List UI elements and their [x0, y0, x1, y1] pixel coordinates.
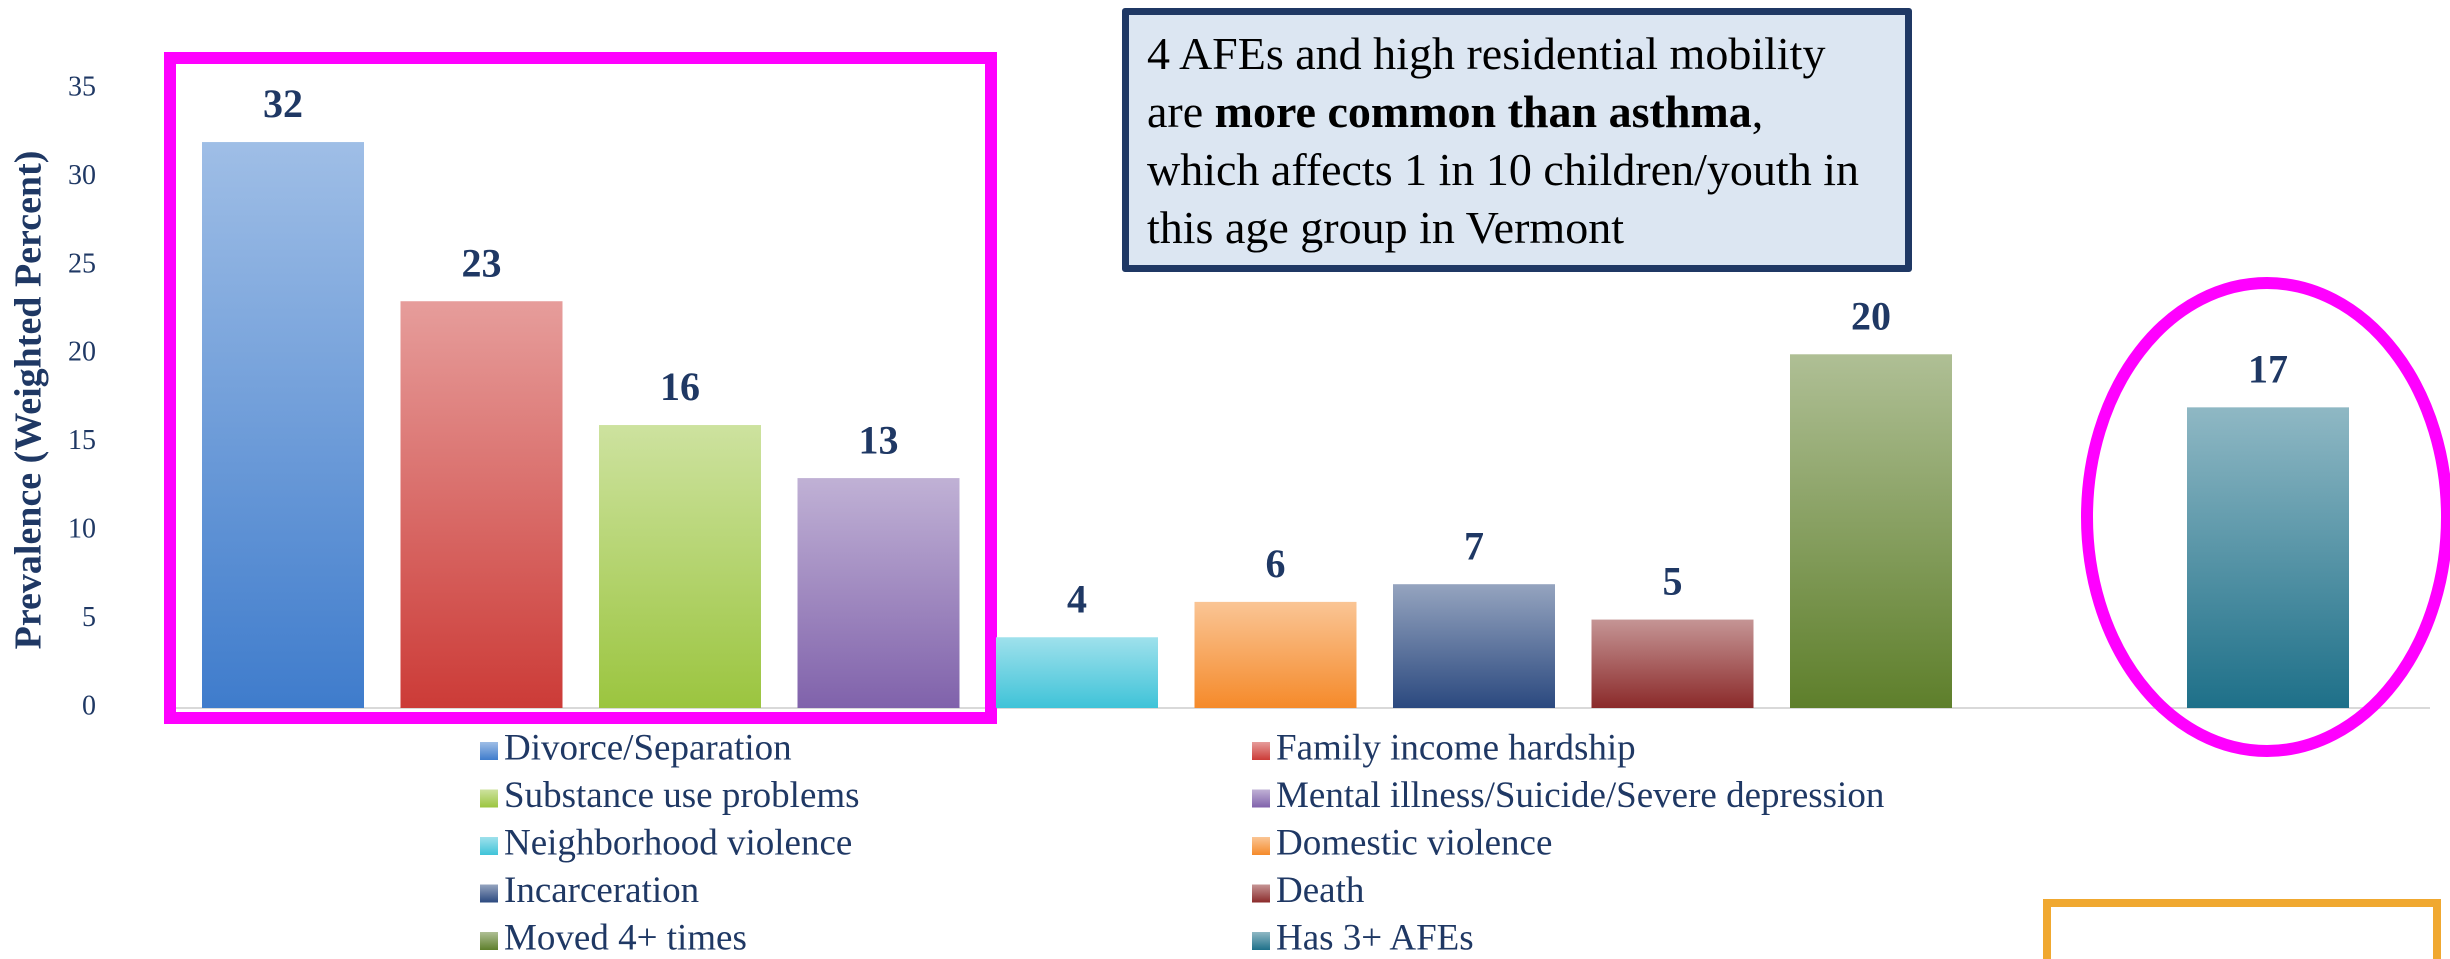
logo — [2043, 899, 2441, 959]
y-tick-label: 15 — [68, 425, 96, 456]
y-tick-label: 25 — [68, 248, 96, 279]
bar — [1591, 619, 1754, 708]
bar — [2187, 407, 2349, 708]
legend-label: Family income hardship — [1276, 727, 1636, 768]
legend-swatch — [480, 884, 498, 903]
legend-swatch — [1252, 789, 1270, 808]
legend-label: Incarceration — [504, 870, 699, 911]
legend-swatch — [1252, 932, 1270, 950]
data-label: 6 — [1266, 541, 1286, 586]
y-tick-label: 5 — [82, 602, 96, 633]
data-label: 20 — [1851, 293, 1891, 338]
bar — [202, 142, 364, 709]
y-tick-label: 10 — [68, 514, 96, 545]
legend-swatch — [480, 742, 498, 760]
highlight-ellipse — [2081, 277, 2450, 757]
legend-label: Moved 4+ times — [504, 917, 747, 958]
bar — [599, 425, 761, 708]
legend-label: Domestic violence — [1276, 822, 1552, 863]
bar — [1194, 601, 1357, 708]
annotation-text: , which affects 1 in 10 children/youth i… — [1147, 86, 1859, 253]
legend-swatch — [1252, 742, 1270, 760]
legend-label: Has 3+ AFEs — [1276, 917, 1474, 958]
data-label: 13 — [859, 417, 899, 462]
y-tick-label: 0 — [82, 690, 96, 721]
legend-swatch — [480, 837, 498, 855]
data-label: 4 — [1067, 576, 1087, 621]
y-tick-label: 35 — [68, 71, 96, 102]
legend-swatch — [480, 789, 498, 808]
bar — [996, 637, 1158, 708]
data-label: 16 — [660, 364, 700, 409]
data-label: 23 — [462, 240, 502, 285]
data-label: 5 — [1663, 559, 1683, 604]
data-label: 17 — [2248, 347, 2288, 392]
y-tick-label: 30 — [68, 160, 96, 191]
legend-label: Death — [1276, 870, 1365, 911]
legend-label: Divorce/Separation — [504, 727, 792, 768]
data-label: 7 — [1464, 523, 1484, 568]
legend-swatch — [1252, 884, 1270, 903]
legend-label: Neighborhood violence — [504, 822, 852, 863]
legend-label: Substance use problems — [504, 775, 860, 816]
annotation: 4 AFEs and high residential mobility are… — [1122, 8, 1912, 272]
legend-swatch — [1252, 837, 1270, 855]
bar — [1790, 354, 1952, 708]
bar — [400, 301, 563, 708]
annotation-text: 4 AFEs and high residential mobility are — [1147, 28, 1826, 137]
highlight-box — [164, 52, 997, 724]
legend-swatch — [480, 932, 498, 950]
legend-label: Mental illness/Suicide/Severe depression — [1276, 775, 1884, 816]
y-axis-label: Prevalence (Weighted Percent) — [8, 151, 50, 650]
annotation-bold: more common than asthma — [1214, 86, 1752, 137]
bar — [797, 478, 960, 708]
data-label: 32 — [263, 81, 303, 126]
y-tick-label: 20 — [68, 337, 96, 368]
bar — [1393, 584, 1555, 708]
